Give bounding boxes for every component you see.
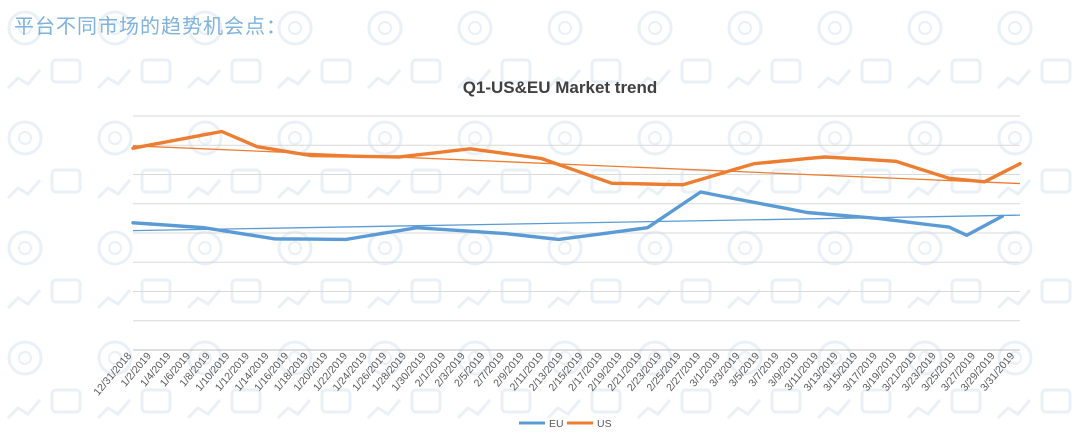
series-lines	[131, 129, 1022, 242]
trendline-us	[132, 145, 1021, 185]
page-heading: 平台不同市场的趋势机会点：	[14, 14, 287, 38]
legend: EU US	[519, 418, 612, 430]
legend-label-eu: EU	[549, 418, 564, 430]
trendline-eu	[132, 214, 1021, 232]
series-line-us	[131, 129, 1022, 187]
chart-title: Q1-US&EU Market trend	[463, 78, 658, 97]
legend-label-us: US	[597, 418, 612, 430]
series-line-eu	[131, 190, 1004, 242]
x-axis-tick-labels: 12/31/20181/2/20191/4/20191/6/20191/8/20…	[91, 350, 1017, 398]
gridlines	[133, 115, 1020, 351]
